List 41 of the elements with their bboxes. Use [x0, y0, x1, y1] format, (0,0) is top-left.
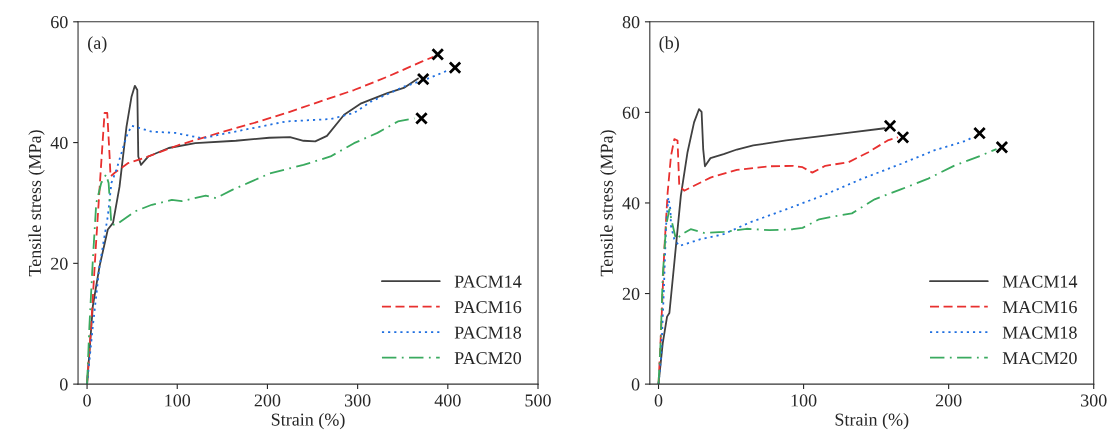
point [883, 119, 897, 133]
legend-label: MACM18 [1002, 326, 1077, 339]
point [896, 130, 910, 144]
point [414, 111, 429, 125]
x-tick-label: 0 [83, 394, 91, 407]
point [995, 140, 1009, 154]
y-tick-label: 20 [51, 257, 68, 270]
x-tick-label: 400 [434, 394, 461, 407]
point [431, 47, 445, 61]
legend-label: MACM16 [1002, 301, 1077, 314]
legend-label: PACM14 [454, 275, 522, 288]
x-axis-title: Strain (%) [271, 412, 345, 430]
y-axis-title: Tensile stress (MPa) [600, 130, 617, 277]
x-tick-label: 100 [791, 394, 817, 407]
x-tick-label: 500 [525, 394, 551, 407]
y-tick-label: 20 [622, 287, 640, 300]
x-tick-label: 300 [344, 394, 371, 407]
legend-label: MACM20 [1002, 352, 1077, 365]
point [448, 61, 462, 75]
legend-label: PACM20 [454, 352, 522, 365]
y-tick-label: 40 [622, 197, 640, 210]
point [973, 126, 987, 140]
y-tick-label: 60 [622, 106, 640, 119]
annotation: (a) [88, 36, 107, 53]
y-axis-title: Tensile stress (MPa) [28, 130, 45, 277]
y-tick-label: 80 [622, 16, 640, 29]
x-axis-title: Strain (%) [835, 412, 909, 430]
x-tick-label: 0 [654, 394, 663, 407]
x-tick-label: 300 [1081, 394, 1107, 407]
y-tick-label: 0 [631, 378, 640, 391]
legend-label: PACM16 [454, 301, 522, 314]
y-tick-label: 0 [59, 378, 68, 391]
point [416, 72, 430, 86]
x-tick-label: 200 [935, 394, 962, 407]
y-tick-label: 60 [51, 16, 68, 29]
x-tick-label: 200 [254, 394, 281, 407]
annotation: (b) [659, 36, 679, 53]
legend-label: MACM14 [1002, 275, 1078, 288]
y-tick-label: 40 [50, 136, 68, 150]
x-tick-label: 100 [165, 394, 191, 407]
legend-label: PACM18 [454, 326, 522, 339]
